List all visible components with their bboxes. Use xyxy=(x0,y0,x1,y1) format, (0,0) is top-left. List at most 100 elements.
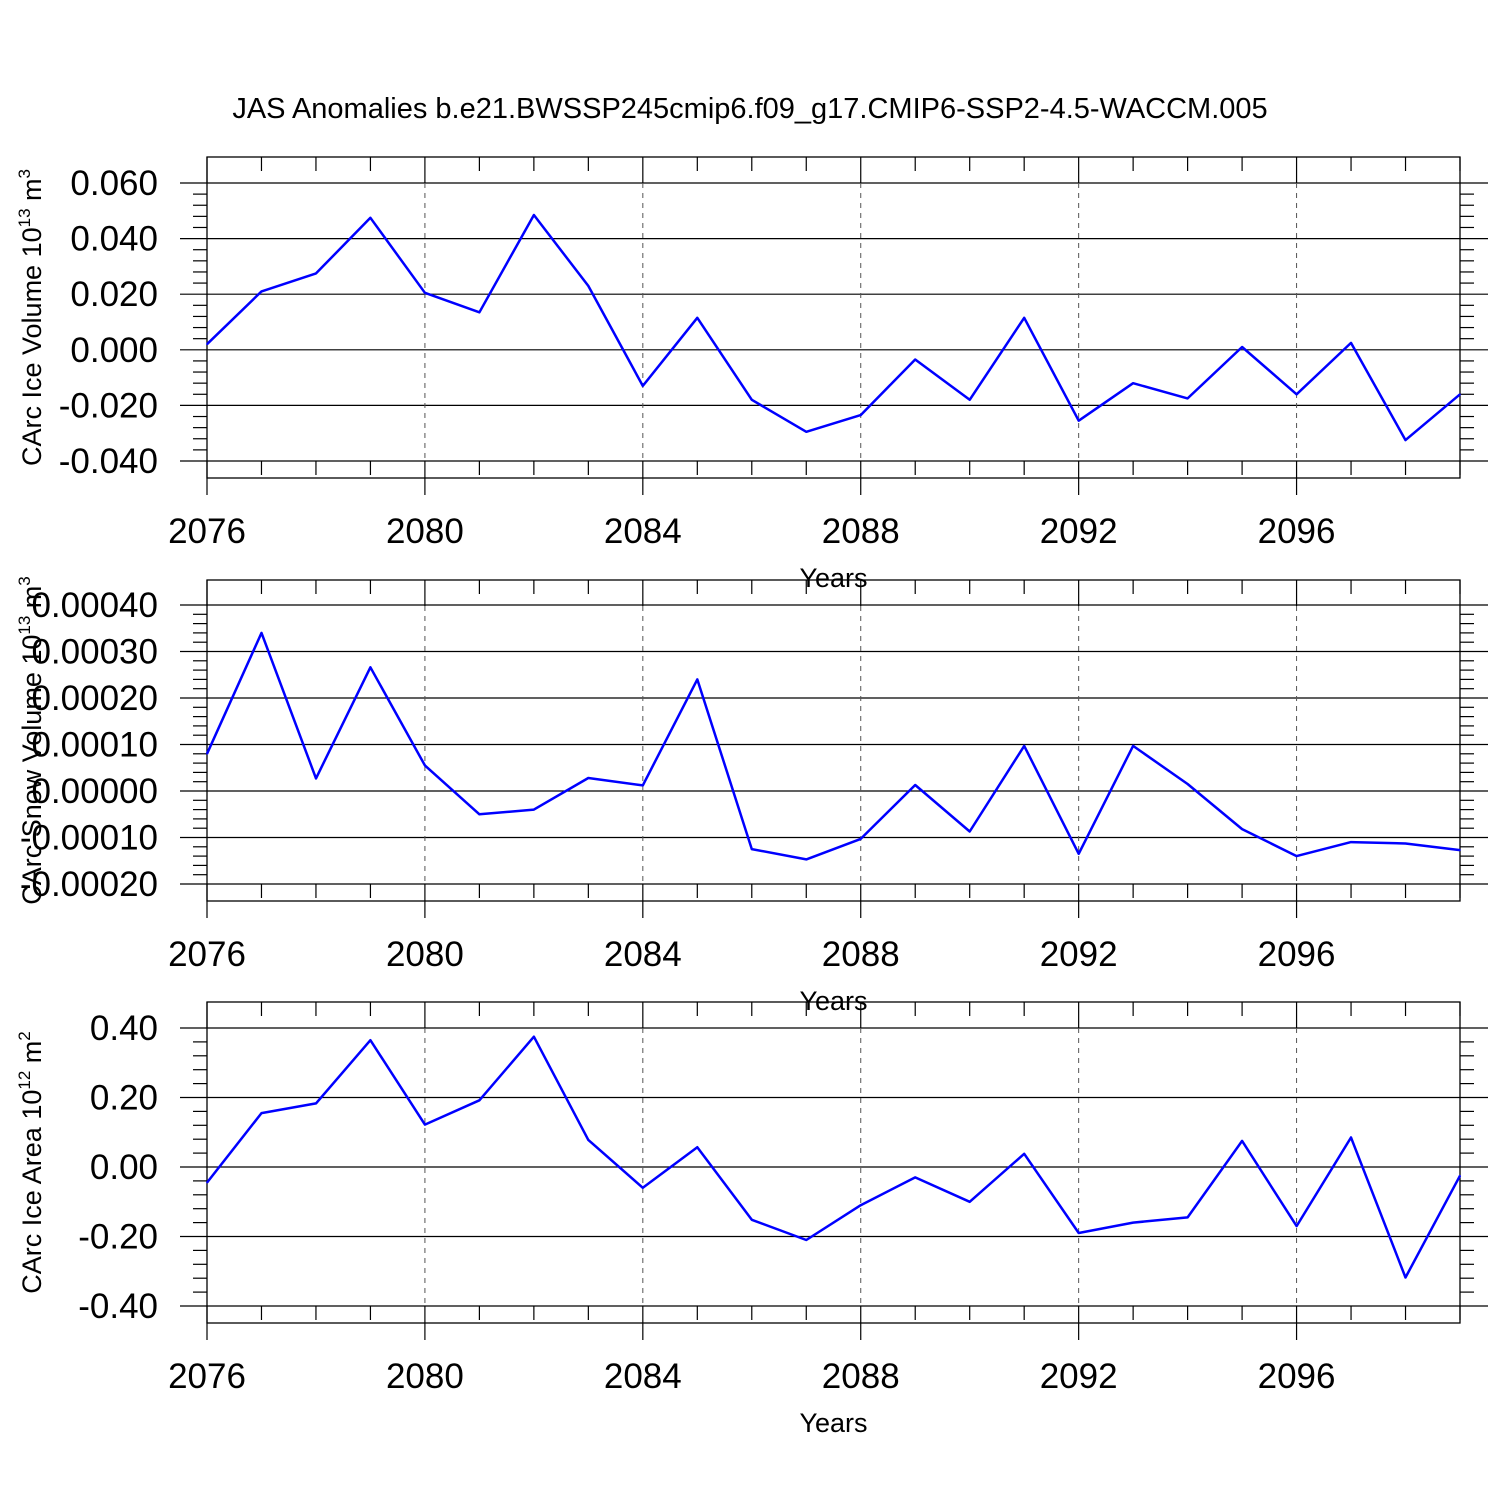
data-point xyxy=(369,1039,372,1041)
data-point xyxy=(1077,852,1080,855)
data-point xyxy=(805,858,808,861)
data-point xyxy=(587,777,590,779)
data-point xyxy=(533,1035,535,1038)
data-series-line xyxy=(205,631,1461,861)
x-tick-label: 2088 xyxy=(822,1357,900,1396)
data-point xyxy=(696,1146,699,1148)
panel-2: -0.00020 -0.00010 0.00000 0.00010 0.00020 0.0… xyxy=(15,576,1488,1016)
x-tick-label: 2076 xyxy=(168,512,246,551)
chart-title: JAS Anomalies b.e21.BWSSP245cmip6.f09_g1… xyxy=(232,93,1267,125)
x-tick-label: 2076 xyxy=(168,1357,246,1396)
data-point xyxy=(1241,1140,1243,1142)
data-point xyxy=(369,666,372,669)
data-point xyxy=(1186,397,1189,400)
data-series-line xyxy=(206,1035,1462,1279)
data-point xyxy=(914,1176,917,1179)
data-point xyxy=(1350,841,1352,843)
y-tick-label: -0.00010 xyxy=(20,819,158,858)
plot-frame xyxy=(206,1001,1461,1324)
data-point xyxy=(587,1139,590,1141)
data-point xyxy=(750,848,753,850)
y-tick-label: -0.040 xyxy=(59,442,158,481)
x-tick-label: 2096 xyxy=(1258,512,1336,551)
data-point xyxy=(1350,342,1352,344)
data-point xyxy=(750,399,753,401)
x-tick-label: 2088 xyxy=(822,512,900,551)
data-point xyxy=(968,830,971,833)
data-point xyxy=(533,808,535,811)
x-tick-label: 2096 xyxy=(1258,1357,1336,1396)
panel-3: -0.40 -0.20 0.00 0.20 0.40 2076 2080 2084 2088 20… xyxy=(15,1001,1488,1438)
x-tick-label: 2084 xyxy=(604,1357,682,1396)
x-tick-label: 2092 xyxy=(1040,1357,1118,1396)
data-point xyxy=(1132,382,1134,384)
data-point xyxy=(315,272,317,275)
y-tick-label: 0.040 xyxy=(70,220,158,259)
data-point xyxy=(750,1219,753,1221)
data-point xyxy=(696,678,699,681)
data-point xyxy=(1077,1232,1080,1234)
data-point xyxy=(1404,842,1407,845)
data-point xyxy=(859,838,862,840)
data-point xyxy=(478,311,481,314)
x-axis-label: Years xyxy=(799,1408,867,1438)
x-tick-label: 2080 xyxy=(386,1357,464,1396)
data-point xyxy=(1132,1221,1134,1224)
data-point xyxy=(968,399,971,401)
y-tick-label: -0.020 xyxy=(59,386,158,425)
y-tick-label: -0.00020 xyxy=(20,865,158,904)
x-axis-label: Years xyxy=(799,563,867,593)
y-tick-label: 0.00020 xyxy=(31,679,158,718)
data-point xyxy=(696,317,699,319)
x-tick-label: 2080 xyxy=(386,935,464,974)
data-point xyxy=(424,764,426,767)
data-series-line xyxy=(206,213,1461,442)
y-tick-label: 0.020 xyxy=(70,275,158,314)
x-tick-label: 2084 xyxy=(604,935,682,974)
data-point xyxy=(642,385,644,387)
y-tick-label: 0.00040 xyxy=(31,586,158,625)
x-axis-label: Years xyxy=(799,986,867,1016)
y-tick-label: 0.40 xyxy=(90,1009,158,1048)
data-point xyxy=(260,632,263,634)
data-point xyxy=(478,813,481,816)
data-point xyxy=(968,1200,971,1203)
data-point xyxy=(1186,1216,1189,1219)
y-tick-label: 0.00030 xyxy=(31,633,158,672)
y-tick-label: 0.00000 xyxy=(31,772,158,811)
data-point xyxy=(424,292,426,294)
data-point xyxy=(369,216,372,219)
data-point xyxy=(1132,745,1134,747)
x-tick-label: 2088 xyxy=(822,935,900,974)
y-tick-label: -0.40 xyxy=(78,1287,158,1326)
data-point xyxy=(1023,1152,1025,1155)
data-point xyxy=(914,784,917,786)
data-point xyxy=(914,358,917,361)
x-tick-label: 2084 xyxy=(604,512,682,551)
data-point xyxy=(859,1204,862,1207)
data-point xyxy=(859,414,862,416)
data-point xyxy=(260,1112,263,1114)
y-tick-label: -0.20 xyxy=(78,1218,158,1257)
data-point xyxy=(533,214,535,216)
data-point xyxy=(1023,745,1025,747)
y-axis-label: CArc Ice Volume 1013 m3 xyxy=(15,169,47,466)
data-point xyxy=(1459,1174,1461,1177)
data-point xyxy=(206,753,208,755)
data-point xyxy=(1459,849,1461,851)
y-tick-label: 0.20 xyxy=(90,1079,158,1118)
data-point xyxy=(1459,393,1461,396)
y-tick-label: 0.000 xyxy=(70,331,158,370)
data-point xyxy=(1350,1136,1352,1139)
y-axis-label: CArc Snow Volume 1013 m3 xyxy=(15,576,47,905)
y-tick-label: 0.00 xyxy=(90,1148,158,1187)
data-point xyxy=(315,777,317,780)
data-point xyxy=(805,431,808,433)
data-point xyxy=(587,285,590,287)
data-point xyxy=(642,1187,644,1189)
x-tick-label: 2096 xyxy=(1258,935,1336,974)
data-point xyxy=(1295,1225,1298,1227)
x-tick-label: 2092 xyxy=(1040,512,1118,551)
y-tick-label: 0.060 xyxy=(70,164,158,203)
data-point xyxy=(1241,346,1243,348)
